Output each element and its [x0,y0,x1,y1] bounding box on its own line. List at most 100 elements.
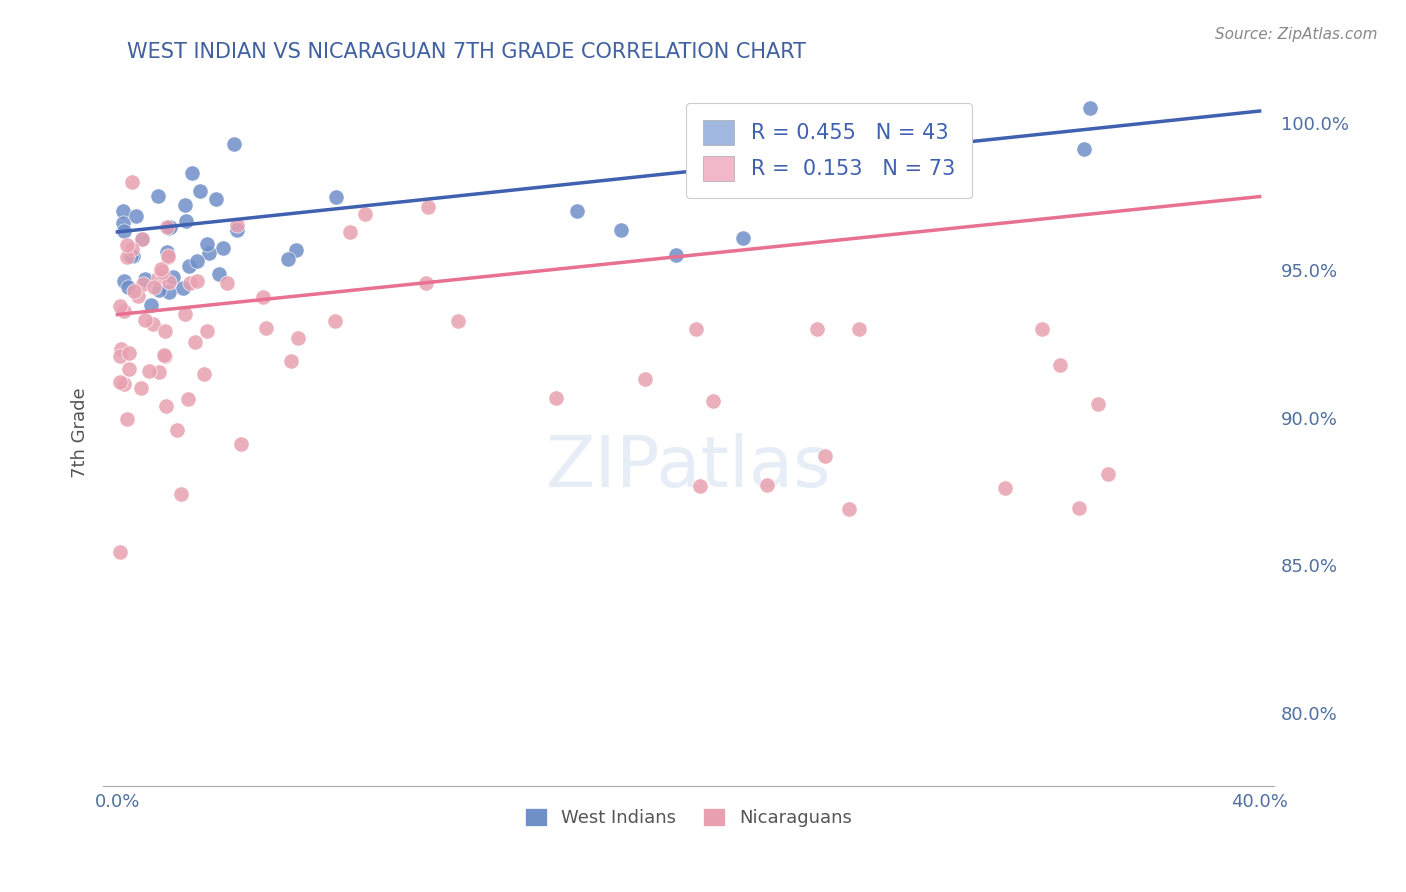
Point [112,274,135,288]
Point [226,219,249,233]
Point [117,280,139,294]
Point [110,299,132,313]
Point [153,348,176,362]
Point [418,200,440,214]
Point [112,203,135,218]
Point [188,184,211,198]
Point [177,392,200,407]
Point [132,277,155,291]
Point [138,363,160,377]
Point [112,377,135,392]
Point [814,449,837,463]
Point [174,214,197,228]
Point [195,324,218,338]
Point [447,314,470,328]
Point [755,478,778,492]
Point [148,283,170,297]
Point [565,204,588,219]
Point [157,220,180,235]
Text: ZIPatlas: ZIPatlas [546,434,831,502]
Point [806,322,828,336]
Point [179,277,201,291]
Point [157,285,180,299]
Point [205,192,228,206]
Text: Source: ZipAtlas.com: Source: ZipAtlas.com [1215,27,1378,42]
Point [894,145,917,159]
Point [181,166,204,180]
Point [117,412,139,426]
Point [156,250,179,264]
Point [177,260,200,274]
Point [838,502,860,516]
Point [280,354,302,368]
Point [1087,397,1109,411]
Point [1031,322,1053,336]
Point [733,231,755,245]
Point [122,284,145,298]
Point [184,335,207,350]
Point [609,223,631,237]
Point [134,272,156,286]
Point [689,478,711,492]
Point [339,225,361,239]
Point [149,262,172,277]
Point [1049,358,1071,372]
Point [146,189,169,203]
Point [156,244,179,259]
Point [287,331,309,345]
Point [277,252,299,266]
Point [702,393,724,408]
Point [112,217,135,231]
Point [1073,142,1095,156]
Point [195,236,218,251]
Point [211,241,233,255]
Point [131,232,153,246]
Point [110,544,132,558]
Point [148,365,170,379]
Point [120,248,142,262]
Point [112,225,135,239]
Point [115,250,138,264]
Point [159,219,181,234]
Point [172,281,194,295]
Point [127,289,149,303]
Point [148,271,170,285]
Point [131,232,153,246]
Point [325,189,347,203]
Point [153,324,176,338]
Point [139,298,162,312]
Point [121,243,143,257]
Point [122,249,145,263]
Point [110,350,132,364]
Point [174,307,197,321]
Point [323,314,346,328]
Point [155,399,177,413]
Point [685,322,707,336]
Point [156,220,179,235]
Point [665,248,688,262]
Point [231,436,253,450]
Point [226,223,249,237]
Point [115,238,138,252]
Point [217,276,239,290]
Point [284,243,307,257]
Point [254,320,277,334]
Point [156,249,179,263]
Point [946,161,969,175]
Point [124,209,146,223]
Point [121,175,143,189]
Text: WEST INDIAN VS NICARAGUAN 7TH GRADE CORRELATION CHART: WEST INDIAN VS NICARAGUAN 7TH GRADE CORR… [127,42,806,62]
Point [634,372,657,386]
Point [153,350,176,364]
Point [142,280,165,294]
Point [174,198,197,212]
Point [112,304,135,318]
Point [848,322,870,336]
Point [1067,500,1090,515]
Point [159,275,181,289]
Point [110,343,132,357]
Point [186,253,208,268]
Point [353,207,375,221]
Point [208,268,231,282]
Point [134,313,156,327]
